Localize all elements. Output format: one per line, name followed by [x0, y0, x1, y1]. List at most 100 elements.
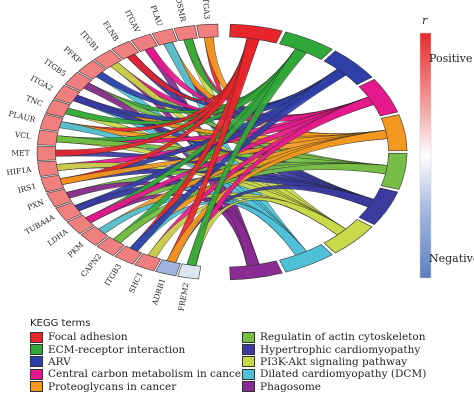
legend-item: Focal adhesion	[30, 331, 246, 343]
term-arc-9	[229, 260, 283, 281]
term-arc-4	[380, 114, 408, 152]
chord-diagram: ITGA3 OSMR PLAU ITGAVFLNBITGB1PFKPITGB5ITGA…	[6, 0, 474, 312]
legend: KEGG terms Focal adhesion ECM-receptor in…	[30, 318, 470, 404]
term-arc-8	[279, 244, 333, 273]
gene-label-frem2: FREM2	[176, 282, 190, 312]
legend-label: ECM-receptor interaction	[48, 343, 186, 356]
legend-label: Hypertrophic cardiomyopathy	[260, 343, 421, 356]
gene-label-itgb1: ITGB1	[78, 29, 101, 53]
gene-arc-osmr	[173, 25, 198, 42]
gene-label-itga3: ITGA3	[201, 0, 212, 20]
legend-label: Focal adhesion	[48, 331, 128, 344]
term-arc-0	[229, 23, 283, 44]
gene-arc-itgb3	[114, 245, 143, 265]
gene-label-ldha: LDHA	[46, 227, 70, 248]
gene-label-vcl: VCL	[13, 130, 31, 141]
gene-arc-frem2	[177, 263, 202, 280]
legend-label: Phagosome	[260, 380, 322, 393]
legend-item: Dilated cardiomyopathy (DCM)	[242, 368, 426, 380]
legend-swatch	[242, 356, 255, 368]
gene-label-pfkp: PFKP	[62, 44, 84, 65]
legend-swatch	[242, 331, 255, 343]
term-arc-3	[358, 78, 399, 117]
gene-label-tuba4a: TUBA4A	[23, 212, 56, 236]
gene-label-pxn: PXN	[26, 197, 45, 212]
gene-label-adrb1: ADRB1	[150, 277, 167, 307]
legend-label: Proteoglycans in cancer	[48, 380, 177, 393]
gene-arc-tuba4a	[55, 202, 83, 222]
legend-column-right: Regulatin of actin cytoskeleton Hypertrop…	[242, 331, 426, 393]
legend-item: PI3K-Akt signaling pathway	[242, 356, 426, 368]
gene-arc-plau	[151, 28, 178, 46]
gene-arc-flnb	[111, 40, 140, 60]
legend-item: Proteoglycans in cancer	[30, 381, 246, 393]
legend-swatch	[242, 344, 255, 356]
legend-item: Hypertrophic cardiomyopathy	[242, 343, 426, 356]
legend-label: Central carbon metabolism in cancer	[48, 368, 247, 381]
legend-swatch	[30, 368, 43, 380]
color-scale-positive-label: Positive	[429, 52, 472, 65]
legend-swatch	[30, 331, 43, 343]
gene-label-osmr: OSMR	[174, 0, 188, 23]
gene-label-shc1: SHC1	[127, 271, 145, 295]
legend-item: Phagosome	[242, 381, 426, 393]
gene-label-flnb: FLNB	[101, 19, 121, 43]
legend-label: Regulatin of actin cytoskeleton	[260, 331, 426, 344]
gene-arc-met	[36, 145, 57, 161]
legend-column-left: Focal adhesion ECM-receptor interaction AR…	[30, 331, 246, 393]
legend-title: KEGG terms	[30, 318, 91, 329]
term-arc-5	[380, 152, 408, 190]
gene-arc-hif1a	[37, 160, 59, 177]
color-scale-negative-label: Negative	[429, 252, 474, 265]
ribbons-layer	[55, 36, 388, 267]
gene-label-capn2: CAPN2	[79, 252, 104, 279]
legend-swatch	[30, 381, 43, 393]
legend-swatch	[242, 381, 255, 393]
term-arc-1	[279, 31, 333, 60]
gene-label-tnc: TNC	[25, 94, 45, 109]
gene-arc-capn2	[96, 236, 125, 256]
color-scale-bar	[419, 32, 432, 279]
gene-arc-adrb1	[155, 259, 181, 277]
color-scale-title: r	[422, 14, 428, 27]
gene-arc-itga3	[196, 23, 219, 39]
gene-label-itgb3: ITGB3	[103, 262, 124, 288]
legend-label: Dilated cardiomyopathy (DCM)	[260, 368, 427, 381]
gene-arc-pxn	[46, 188, 73, 208]
gene-arc-vcl	[36, 129, 59, 146]
gene-arc-pfkp	[77, 60, 107, 80]
arcs-layer	[36, 23, 408, 281]
gene-arc-itgav	[130, 33, 158, 52]
gene-arc-tnc	[45, 99, 71, 118]
gene-label-hif1a: HIF1A	[6, 165, 32, 177]
gene-label-pkm: PKM	[66, 240, 86, 259]
gene-arc-ldha	[66, 214, 95, 235]
gene-arc-pkm	[80, 226, 109, 246]
gene-label-irs1: IRS1	[17, 181, 37, 194]
legend-swatch	[242, 368, 255, 380]
legend-label: PI3K-Akt signaling pathway	[260, 355, 408, 368]
legend-label: ARV	[48, 355, 71, 368]
legend-swatch	[30, 356, 43, 368]
gene-label-itgb5: ITGB5	[43, 57, 68, 78]
legend-item: Central carbon metabolism in cancer	[30, 368, 246, 380]
gene-label-itgav: ITGAV	[123, 8, 142, 34]
term-arc-6	[358, 187, 399, 226]
legend-swatch	[30, 344, 43, 356]
color-scale: r Positive Negative	[419, 14, 474, 279]
gene-arc-shc1	[134, 253, 162, 272]
legend-item: ECM-receptor interaction	[30, 343, 246, 356]
gene-arc-irs1	[40, 174, 65, 193]
gene-label-itga2: ITGA2	[29, 74, 55, 93]
term-arc-2	[323, 50, 373, 85]
gene-arc-plaur	[39, 114, 64, 132]
term-arc-7	[323, 219, 373, 254]
gene-label-plau: PLAU	[149, 4, 165, 28]
gene-arc-itgb5	[64, 71, 93, 92]
legend-item: ARV	[30, 356, 246, 368]
gene-label-met: MET	[11, 148, 29, 157]
gene-arc-itgb1	[93, 49, 123, 70]
legend-item: Regulatin of actin cytoskeleton	[242, 331, 426, 343]
gene-label-plaur: PLAUR	[8, 109, 37, 124]
gene-arc-itga2	[53, 85, 81, 105]
